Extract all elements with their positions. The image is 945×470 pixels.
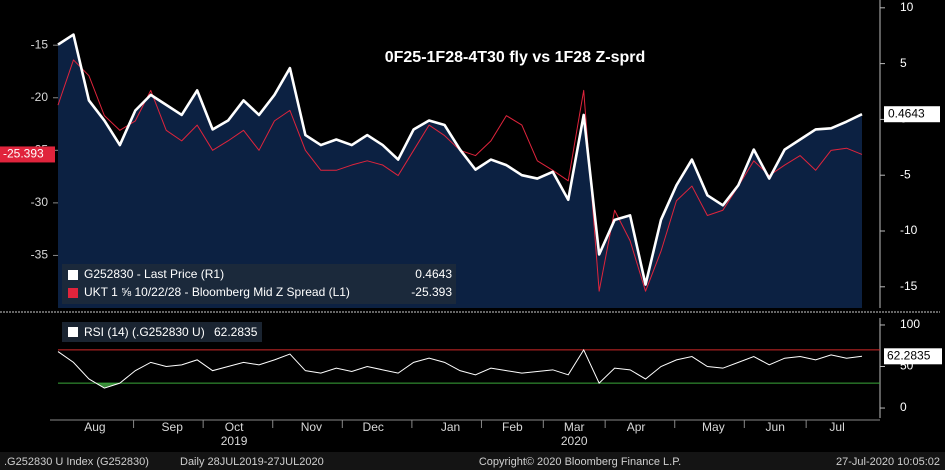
chart-title: 0F25-1F28-4T30 fly vs 1F28 Z-sprd [385, 49, 646, 66]
legend-swatch [68, 270, 78, 280]
footer-timestamp: 27-Jul-2020 10:05:02 [836, 456, 940, 468]
x-tick-label: Aug [84, 420, 105, 434]
y-tick-label: -30 [31, 195, 49, 209]
legend-value: 0.4643 [415, 267, 452, 281]
x-year-label: 2019 [221, 434, 248, 448]
x-tick-label: Jul [829, 420, 844, 434]
y-tick-label: -35 [31, 248, 49, 262]
x-tick-label: Apr [627, 420, 646, 434]
x-tick-label: Sep [162, 420, 184, 434]
legend-label: G252830 - Last Price (R1) [84, 267, 224, 281]
y2-tick-label: -15 [900, 279, 918, 293]
last-value-badge [0, 146, 55, 163]
x-tick-label: Nov [301, 420, 322, 434]
x-tick-label: Feb [502, 420, 523, 434]
y2-tick-label: 5 [900, 56, 907, 70]
main-panel: -15-10-50510-35-30-25-20-15 [0, 0, 940, 313]
last-value-label: -25.393 [3, 147, 44, 161]
legend-label: RSI (14) (.G252830 U) [84, 325, 205, 339]
last-value-label: 0.4643 [888, 106, 925, 120]
legend-swatch [68, 327, 78, 337]
x-tick-label: May [702, 420, 725, 434]
footer: .G252830 U Index (G252830) Daily 28JUL20… [0, 452, 945, 470]
footer-bar [0, 452, 945, 470]
last-value-label: 62.2835 [887, 348, 931, 362]
legend-value: 62.2835 [214, 325, 258, 339]
footer-index: .G252830 U Index (G252830) [4, 456, 149, 468]
rsi-line [57, 348, 863, 389]
y-tick-label: -20 [31, 90, 49, 104]
overlay: 0F25-1F28-4T30 fly vs 1F28 Z-sprd 0.4643… [0, 49, 942, 365]
x-axis: Aug Sep Oct Nov Dec Jan Feb Mar Apr May Jun Jul 2019… [50, 419, 880, 448]
y2-tick-label: 10 [900, 0, 914, 14]
x-year-label: 2020 [561, 434, 588, 448]
legend-label: UKT 1 ⅝ 10/22/28 - Bloomberg Mid Z Sprea… [84, 285, 350, 299]
y-tick-label: -15 [31, 37, 49, 51]
x-tick-label: Jan [441, 420, 460, 434]
y2-tick-label: -5 [900, 167, 911, 181]
area-fill [58, 34, 862, 309]
last-value-badge [884, 106, 940, 123]
last-value-badge [884, 348, 942, 365]
legend-swatch [68, 288, 78, 298]
legend-value: -25.393 [411, 285, 452, 299]
series-line [57, 33, 863, 286]
y2-tick-label: 100 [900, 317, 920, 331]
x-tick-label: Dec [363, 420, 384, 434]
x-tick-label: Oct [225, 420, 244, 434]
footer-copyright: Copyright© 2020 Bloomberg Finance L.P. [479, 456, 681, 468]
x-tick-label: Jun [766, 420, 785, 434]
footer-range: Daily 28JUL2019-27JUL2020 [180, 456, 324, 468]
y2-tick-label: 0 [900, 400, 907, 414]
legend-box [62, 264, 456, 304]
legend-box [62, 322, 262, 342]
y2-tick-label: -10 [900, 223, 918, 237]
x-tick-label: Mar [564, 420, 585, 434]
